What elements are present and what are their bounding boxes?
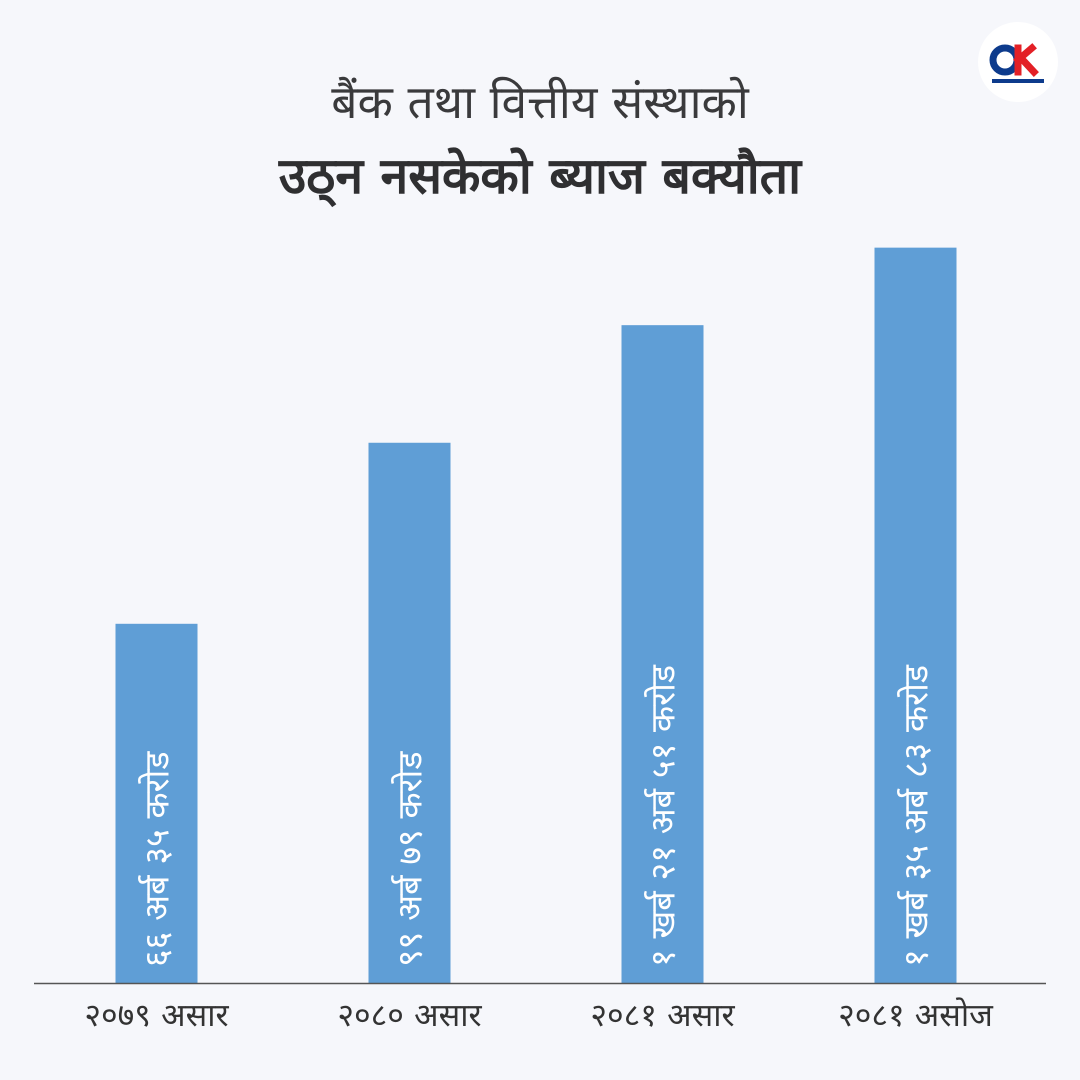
- data-label-3: १ खर्ब २१ अर्ब ५१ करोड: [644, 664, 684, 967]
- onlinekhabar-logo: [978, 22, 1058, 102]
- category-label-1: २०७९ असार: [84, 996, 229, 1034]
- chart-title-line2: उठ्न नसकेको ब्याज बक्यौता: [278, 147, 802, 205]
- chart-title-line1: बैंक तथा वित्तीय संस्थाको: [331, 75, 749, 129]
- bar-2: [368, 442, 451, 984]
- logo-mark-icon: [989, 43, 1044, 83]
- data-label-1: ६६ अर्ब ३५ करोड: [138, 751, 178, 967]
- bar-4: [874, 247, 957, 984]
- data-label-2: ९९ अर्ब ७९ करोड: [391, 751, 431, 967]
- category-label-2: २०८० असार: [337, 996, 482, 1034]
- bar-3: [621, 325, 704, 983]
- category-label-3: २०८१ असार: [590, 996, 735, 1034]
- data-label-4: १ खर्ब ३५ अर्ब ८३ करोड: [897, 664, 937, 967]
- bar-1: [115, 623, 198, 983]
- category-label-4: २०८१ असोज: [838, 996, 994, 1034]
